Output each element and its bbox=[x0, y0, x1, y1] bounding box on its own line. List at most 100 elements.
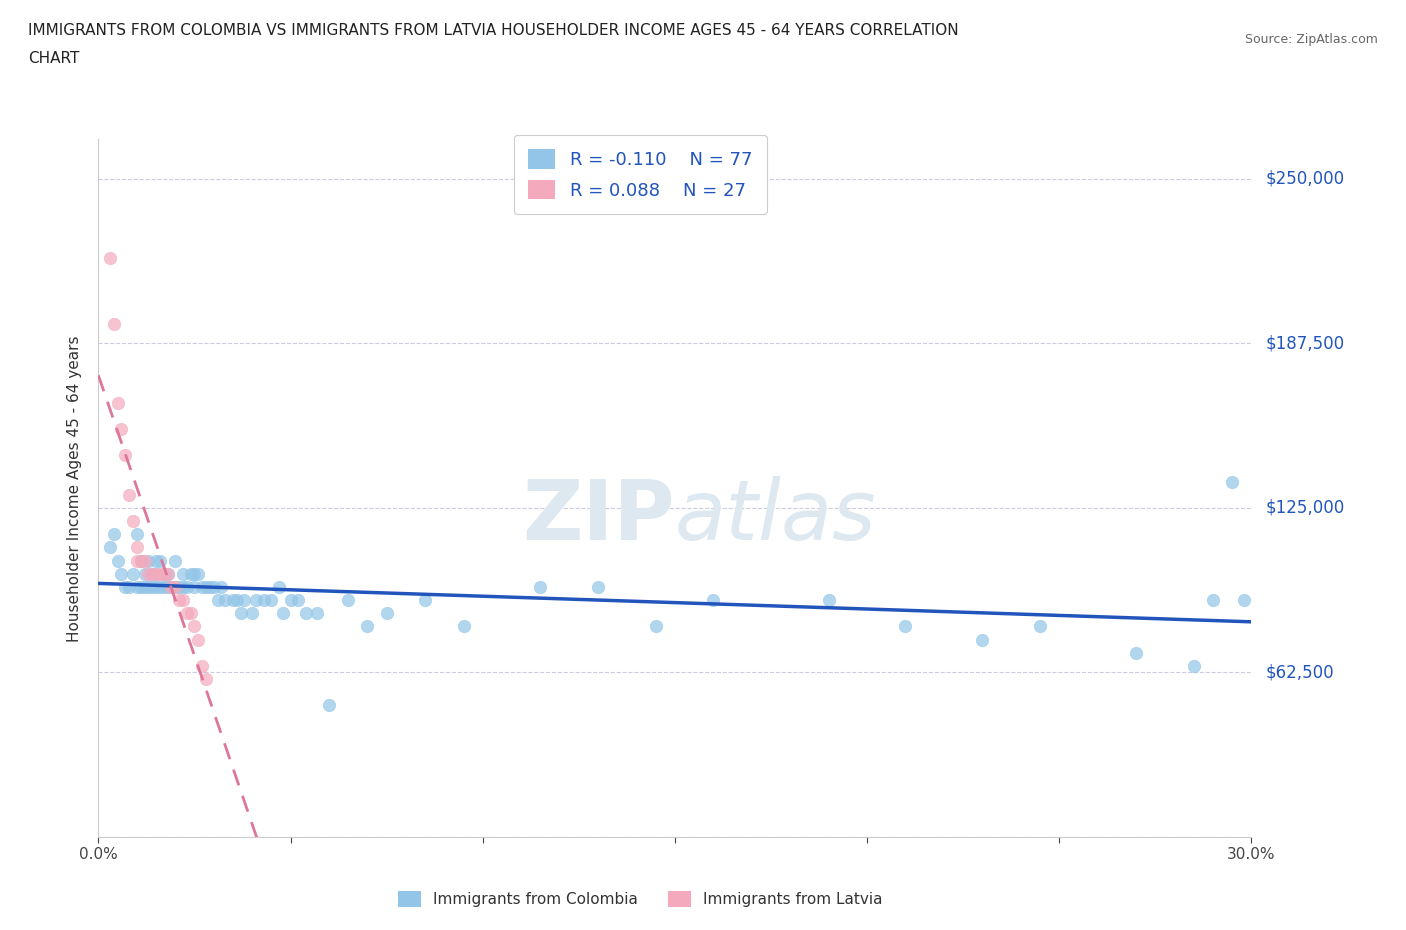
Point bbox=[129, 553, 152, 568]
Point bbox=[145, 566, 167, 581]
Text: CHART: CHART bbox=[28, 51, 80, 66]
Point bbox=[160, 579, 183, 594]
Point bbox=[1029, 619, 1052, 634]
Point bbox=[107, 553, 129, 568]
Point bbox=[267, 579, 290, 594]
Point bbox=[141, 566, 163, 581]
Point bbox=[191, 579, 214, 594]
Point bbox=[260, 592, 283, 607]
Text: $187,500: $187,500 bbox=[1265, 335, 1344, 352]
Point bbox=[1202, 592, 1225, 607]
Text: ZIP: ZIP bbox=[523, 475, 675, 557]
Point bbox=[453, 619, 475, 634]
Point bbox=[209, 579, 232, 594]
Text: atlas: atlas bbox=[675, 475, 876, 557]
Point bbox=[529, 579, 551, 594]
Point bbox=[180, 605, 202, 620]
Point bbox=[134, 566, 156, 581]
Point bbox=[165, 579, 187, 594]
Point bbox=[114, 448, 136, 463]
Text: Source: ZipAtlas.com: Source: ZipAtlas.com bbox=[1244, 33, 1378, 46]
Point bbox=[149, 566, 172, 581]
Point bbox=[138, 579, 160, 594]
Point bbox=[183, 619, 205, 634]
Text: $250,000: $250,000 bbox=[1265, 170, 1344, 188]
Point bbox=[107, 395, 129, 410]
Point bbox=[98, 250, 121, 265]
Point bbox=[138, 553, 160, 568]
Point bbox=[287, 592, 309, 607]
Point bbox=[110, 566, 132, 581]
Point bbox=[180, 566, 202, 581]
Text: $62,500: $62,500 bbox=[1265, 663, 1334, 682]
Point bbox=[187, 566, 209, 581]
Point bbox=[253, 592, 276, 607]
Point bbox=[103, 527, 125, 542]
Point bbox=[122, 566, 145, 581]
Point bbox=[172, 592, 194, 607]
Text: IMMIGRANTS FROM COLOMBIA VS IMMIGRANTS FROM LATVIA HOUSEHOLDER INCOME AGES 45 - : IMMIGRANTS FROM COLOMBIA VS IMMIGRANTS F… bbox=[28, 23, 959, 38]
Point bbox=[114, 579, 136, 594]
Point bbox=[125, 527, 148, 542]
Point bbox=[271, 605, 294, 620]
Point bbox=[125, 553, 148, 568]
Y-axis label: Householder Income Ages 45 - 64 years: Householder Income Ages 45 - 64 years bbox=[67, 335, 83, 642]
Point bbox=[167, 592, 190, 607]
Point bbox=[207, 592, 229, 607]
Point bbox=[337, 592, 360, 607]
Point bbox=[187, 632, 209, 647]
Point bbox=[160, 579, 183, 594]
Point bbox=[172, 566, 194, 581]
Point bbox=[214, 592, 236, 607]
Point bbox=[280, 592, 302, 607]
Point bbox=[375, 605, 398, 620]
Point bbox=[138, 566, 160, 581]
Point bbox=[149, 579, 172, 594]
Point bbox=[1233, 592, 1256, 607]
Point bbox=[156, 566, 179, 581]
Point bbox=[894, 619, 917, 634]
Point bbox=[1125, 645, 1147, 660]
Point bbox=[129, 579, 152, 594]
Point bbox=[176, 579, 198, 594]
Point bbox=[156, 579, 179, 594]
Point bbox=[295, 605, 318, 620]
Point bbox=[134, 553, 156, 568]
Point bbox=[152, 566, 174, 581]
Point bbox=[702, 592, 724, 607]
Point bbox=[413, 592, 436, 607]
Point bbox=[972, 632, 994, 647]
Point bbox=[122, 513, 145, 528]
Point bbox=[183, 579, 205, 594]
Point bbox=[156, 566, 179, 581]
Point bbox=[245, 592, 267, 607]
Point bbox=[172, 579, 194, 594]
Point bbox=[125, 579, 148, 594]
Point bbox=[356, 619, 378, 634]
Point bbox=[307, 605, 329, 620]
Point bbox=[167, 579, 190, 594]
Point bbox=[165, 579, 187, 594]
Point bbox=[198, 579, 221, 594]
Point bbox=[202, 579, 225, 594]
Point bbox=[195, 579, 218, 594]
Point bbox=[118, 579, 141, 594]
Point bbox=[644, 619, 666, 634]
Point bbox=[152, 566, 174, 581]
Point bbox=[817, 592, 839, 607]
Point bbox=[118, 487, 141, 502]
Point bbox=[145, 566, 167, 581]
Point bbox=[240, 605, 263, 620]
Point bbox=[195, 671, 218, 686]
Point bbox=[149, 553, 172, 568]
Text: $125,000: $125,000 bbox=[1265, 499, 1344, 517]
Point bbox=[586, 579, 609, 594]
Point bbox=[141, 566, 163, 581]
Point bbox=[152, 579, 174, 594]
Point bbox=[98, 540, 121, 555]
Point bbox=[145, 553, 167, 568]
Point bbox=[191, 658, 214, 673]
Point bbox=[176, 605, 198, 620]
Point bbox=[318, 698, 340, 712]
Point bbox=[129, 553, 152, 568]
